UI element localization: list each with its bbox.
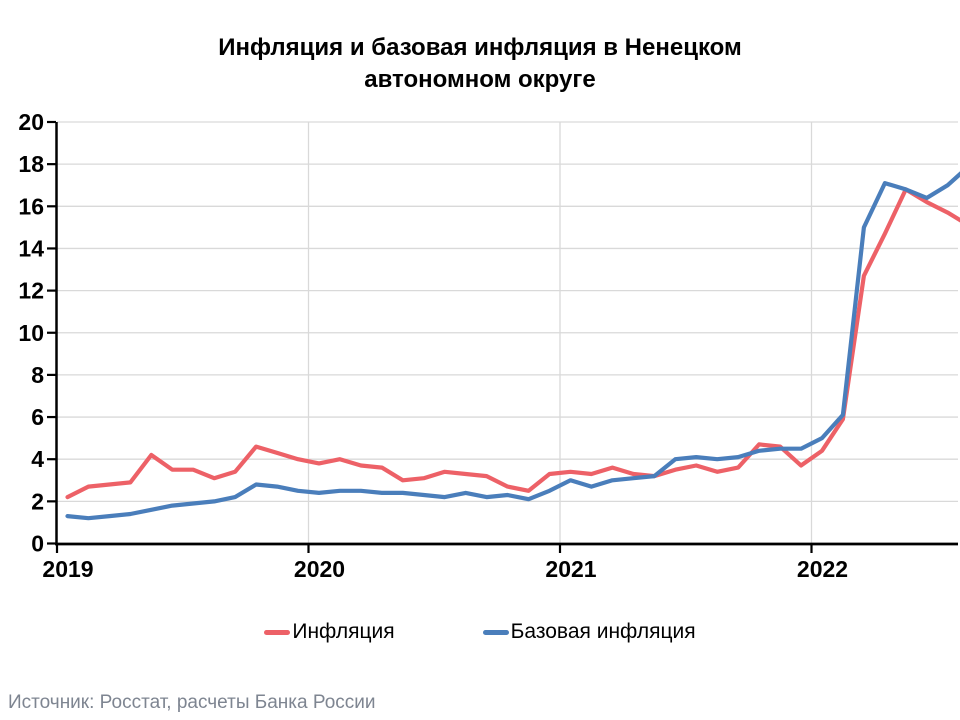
inflation-line (65, 187, 960, 500)
y-axis-label: 6 (31, 404, 44, 430)
legend-item-core-inflation: Базовая инфляция (482, 620, 696, 644)
y-axis-label: 18 (18, 151, 44, 177)
y-axis-label: 16 (18, 193, 44, 219)
y-axis-label: 4 (31, 446, 44, 472)
x-axis-label: 2019 (42, 556, 93, 582)
core-inflation-line-swatch (482, 629, 509, 635)
core-inflation-line (65, 171, 960, 521)
chart-plot-area: 0 2 4 6 8 10 12 14 16 18 20 2019 2020 2021 2022 (18, 109, 960, 582)
x-axis-label: 2020 (294, 556, 345, 582)
y-axis-label: 12 (18, 278, 44, 304)
y-axis-label: 10 (18, 320, 44, 346)
source-note: Источник: Росстат, расчеты Банка России (8, 692, 376, 713)
legend: Инфляция Базовая инфляция (0, 620, 960, 644)
legend-label-inflation: Инфляция (292, 620, 395, 643)
chart-title: Инфляция и базовая инфляция в Ненецком а… (218, 34, 742, 93)
y-axis-label: 2 (31, 488, 44, 514)
x-axis-label: 2021 (545, 556, 596, 582)
y-axis-label: 8 (31, 362, 44, 388)
y-axis-label: 14 (18, 235, 44, 261)
y-axis-label: 20 (18, 109, 44, 135)
inflation-line-swatch (264, 629, 291, 635)
legend-label-core-inflation: Базовая инфляция (510, 620, 696, 643)
legend-item-inflation: Инфляция (264, 620, 395, 644)
x-axis-label: 2022 (797, 556, 848, 582)
y-axis-label: 0 (31, 531, 44, 557)
